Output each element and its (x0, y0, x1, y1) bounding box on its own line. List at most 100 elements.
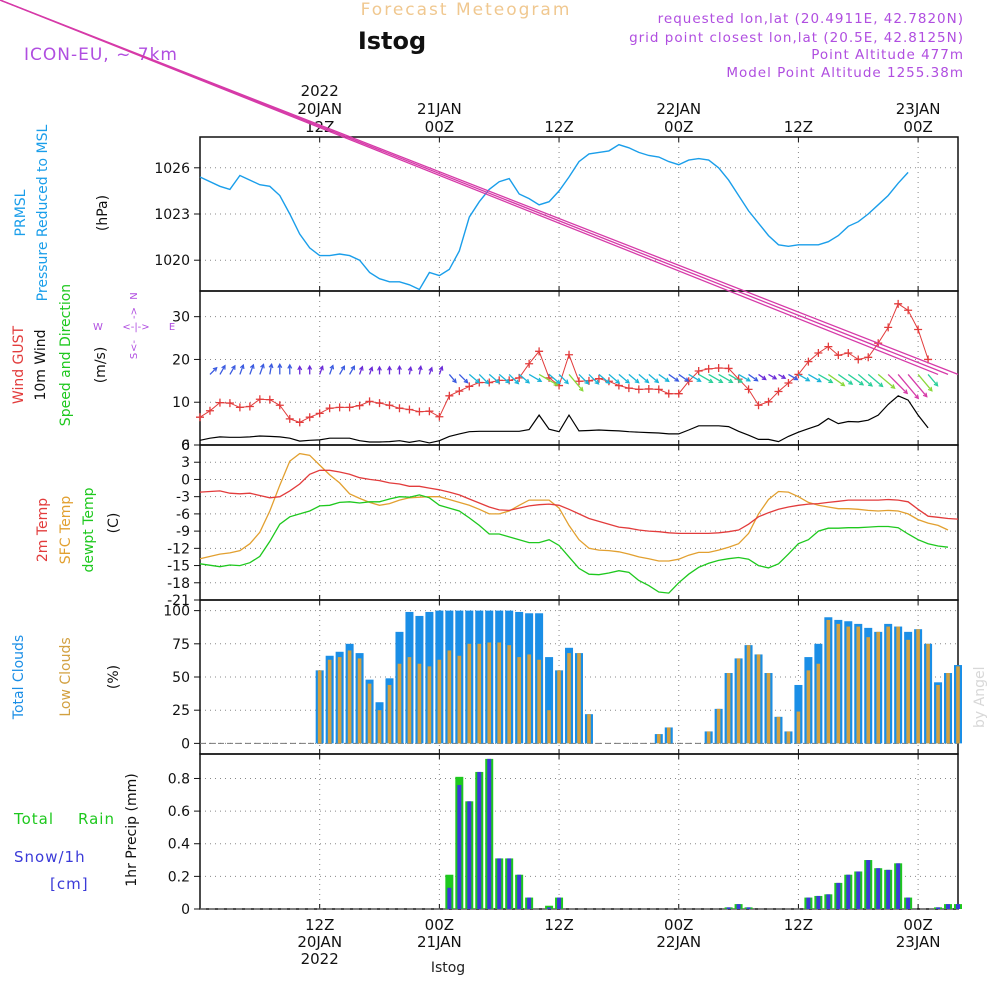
wind-arrow (688, 373, 701, 382)
gust-marker (824, 342, 833, 351)
gust-marker (814, 349, 823, 358)
super-title: Forecast Meteogram (361, 0, 572, 20)
wind-arrow-head (555, 379, 561, 385)
wind-arrow (249, 364, 254, 375)
top-tick-label: 12Z (544, 118, 573, 136)
low-cloud-bar (846, 626, 851, 744)
snow-bar (956, 904, 960, 909)
top-tick-label: 2022 (301, 82, 339, 100)
bottom-tick-label: 20JAN (297, 933, 342, 951)
wind-arrow (837, 373, 853, 385)
bottom-tick-label: 12Z (305, 916, 334, 934)
wind-arrow-head (260, 363, 265, 369)
wind-arrow (538, 373, 558, 386)
gust-marker (205, 406, 214, 415)
low-cloud-bar (547, 710, 551, 744)
wind-arrow (478, 373, 489, 385)
low-cloud-bar (427, 666, 432, 744)
panel-temperature: -21-18-15 -12-9-6-3 036 (167, 438, 959, 609)
low-cloud-bar (407, 657, 412, 744)
wind-arrow (339, 365, 345, 375)
wind-arrow-head (848, 380, 854, 385)
wind-arrow-head (239, 363, 245, 370)
snow-bar (517, 874, 522, 909)
wind-arrow (358, 366, 363, 375)
wind-arrow (658, 373, 670, 382)
wind-arrow-head (761, 375, 767, 381)
compass-e: E (169, 322, 175, 333)
wind-arrow (917, 373, 933, 392)
wind-arrow-head (816, 377, 822, 383)
wind-arrow-head (772, 375, 778, 380)
low-cloud-bar (387, 684, 392, 744)
low-cloud-bar (816, 663, 821, 744)
wind-arrow (269, 364, 273, 375)
y-tick-label: 1026 (154, 161, 190, 177)
low-cloud-bar (756, 654, 761, 744)
precip-rain-label: Rain (78, 810, 115, 828)
low-cloud-bar (906, 639, 910, 744)
low-cloud-bar (537, 659, 541, 744)
wind-arrow (468, 373, 480, 384)
snow-bar (906, 897, 911, 909)
wind-arrow (927, 373, 939, 387)
gust-marker (395, 404, 404, 413)
low-cloud-bar (337, 657, 342, 744)
y-tick-label: -9 (176, 524, 190, 540)
top-tick-label: 00Z (425, 118, 454, 136)
wind-arrow (847, 373, 864, 386)
low-cloud-bar (527, 654, 531, 744)
low-cloud-bar (557, 670, 561, 744)
gust-marker (445, 391, 454, 400)
wind-arrow (748, 373, 758, 382)
clouds-unit: (%) (106, 665, 122, 689)
gust-marker (196, 413, 204, 422)
low-cloud-bar (766, 673, 771, 744)
clouds-axis-title: Total Clouds Low Clouds (%) (11, 635, 122, 720)
low-cloud-bar (477, 643, 482, 744)
wind-arrow (768, 373, 777, 380)
footer-station: Istog (431, 960, 465, 976)
bottom-tick-label: 2022 (301, 950, 339, 968)
wind-arrow (738, 373, 751, 382)
wind-arrow-head (805, 376, 811, 382)
temp-unit: (C) (106, 513, 122, 534)
low-cloud-bar (656, 734, 661, 744)
wind-arrow (448, 373, 457, 383)
snow-bar (826, 894, 831, 909)
low-cloud-bar (367, 683, 372, 744)
wind-arrow-head (914, 394, 920, 400)
top-tick-label: 00Z (903, 118, 932, 136)
low-cloud-bar (437, 659, 442, 744)
snow-bar (846, 874, 851, 909)
wind-arrow-head (664, 377, 670, 383)
gust-marker (425, 407, 434, 416)
wind-arrow (778, 373, 786, 379)
bottom-tick-label: 00Z (425, 916, 454, 934)
y-tick-label: 30 (172, 310, 190, 326)
wind-arrow (488, 373, 500, 384)
wind-arrow-head (484, 379, 490, 385)
gust-marker (864, 353, 873, 362)
wind-arrow (219, 365, 226, 375)
pressure-line (199, 143, 909, 291)
wind-arrow-head (397, 364, 402, 370)
wind-arrow (628, 373, 640, 384)
low-cloud-bar (517, 657, 521, 744)
gust-line (199, 303, 929, 423)
low-cloud-bar (567, 653, 571, 744)
low-cloud-bar (876, 631, 881, 744)
snow-bar (497, 858, 502, 909)
gust-marker (345, 403, 354, 412)
gust-marker (355, 401, 364, 410)
gust-marker (664, 389, 673, 398)
wind-arrow (558, 373, 569, 384)
compass-n: N (129, 292, 140, 299)
low-cloud-bar (347, 650, 352, 744)
snow-bar (936, 907, 941, 909)
wind-arrow-head (463, 378, 469, 384)
y-tick-label: 0.6 (168, 804, 190, 820)
wind-arrow (728, 373, 743, 383)
wind-arrow-head (350, 365, 356, 371)
